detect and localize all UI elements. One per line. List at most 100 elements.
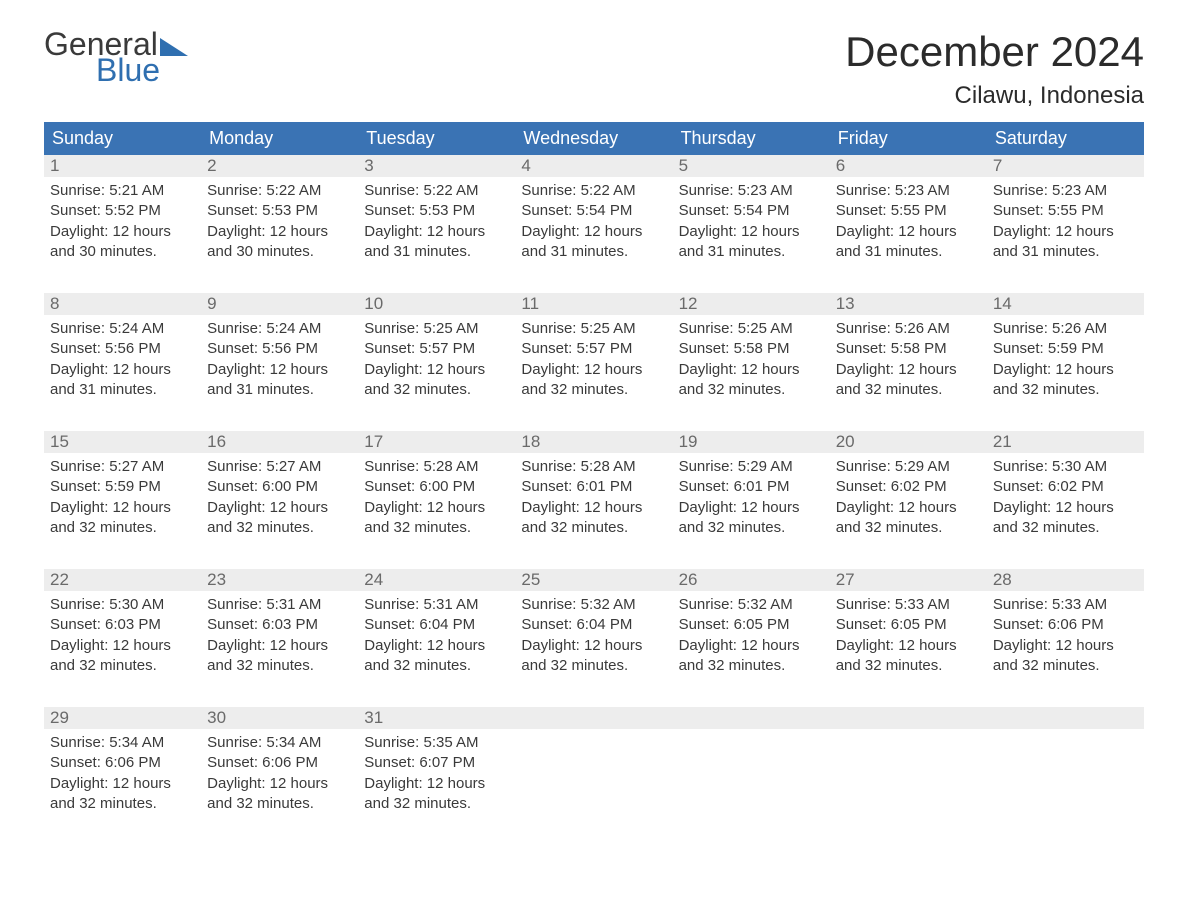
day-line-day1: Daylight: 12 hours: [836, 222, 981, 242]
day-cell: 8Sunrise: 5:24 AMSunset: 5:56 PMDaylight…: [44, 293, 201, 411]
day-line-day1: Daylight: 12 hours: [993, 360, 1138, 380]
day-line-sunrise: Sunrise: 5:26 AM: [836, 319, 981, 339]
day-line-sunset: Sunset: 6:05 PM: [679, 615, 824, 635]
day-cell: 12Sunrise: 5:25 AMSunset: 5:58 PMDayligh…: [673, 293, 830, 411]
day-line-day1: Daylight: 12 hours: [50, 498, 195, 518]
day-number: 2: [201, 155, 358, 177]
day-cell: 13Sunrise: 5:26 AMSunset: 5:58 PMDayligh…: [830, 293, 987, 411]
day-number: 13: [830, 293, 987, 315]
day-line-sunset: Sunset: 6:02 PM: [993, 477, 1138, 497]
day-line-sunrise: Sunrise: 5:24 AM: [207, 319, 352, 339]
day-line-day2: and 31 minutes.: [207, 380, 352, 400]
day-body: Sunrise: 5:23 AMSunset: 5:55 PMDaylight:…: [987, 177, 1144, 268]
day-line-sunrise: Sunrise: 5:28 AM: [364, 457, 509, 477]
day-number: 19: [673, 431, 830, 453]
day-body: Sunrise: 5:27 AMSunset: 6:00 PMDaylight:…: [201, 453, 358, 544]
day-line-sunrise: Sunrise: 5:30 AM: [50, 595, 195, 615]
day-cell: 25Sunrise: 5:32 AMSunset: 6:04 PMDayligh…: [515, 569, 672, 687]
week-row: 22 Sunrise: 5:30 AMSunset: 6:03 PM Dayligh…: [44, 569, 1144, 687]
day-line-sunset: Sunset: 6:03 PM: [50, 615, 195, 635]
day-line-day1: Daylight: 12 hours: [679, 636, 824, 656]
day-cell: 29Sunrise: 5:34 AMSunset: 6:06 PMDayligh…: [44, 707, 201, 825]
day-line-sunset: Sunset: 6:05 PM: [836, 615, 981, 635]
day-line-day2: and 30 minutes.: [207, 242, 352, 262]
day-line-sunrise: Sunrise: 5:28 AM: [521, 457, 666, 477]
day-number: [515, 707, 672, 729]
day-body: Sunrise: 5:32 AMSunset: 6:05 PMDaylight:…: [673, 591, 830, 682]
day-line-sunrise: Sunrise: 5:25 AM: [521, 319, 666, 339]
day-line-sunset: Sunset: 5:58 PM: [836, 339, 981, 359]
day-line-day2: and 30 minutes.: [50, 242, 195, 262]
day-body: Sunrise: 5:25 AMSunset: 5:57 PMDaylight:…: [515, 315, 672, 406]
day-number: 11: [515, 293, 672, 315]
day-line-sunset: Sunset: 6:04 PM: [364, 615, 509, 635]
day-number: 20: [830, 431, 987, 453]
day-line-sunrise: Sunrise: 5:33 AM: [836, 595, 981, 615]
day-line-sunrise: Sunrise: 5:23 AM: [993, 181, 1138, 201]
day-line-sunrise: Sunrise: 5:30 AM: [993, 457, 1138, 477]
day-header: Monday: [201, 122, 358, 155]
day-body: Sunrise: 5:31 AMSunset: 6:04 PMDaylight:…: [358, 591, 515, 682]
day-header: Tuesday: [358, 122, 515, 155]
day-header: Friday: [830, 122, 987, 155]
day-line-sunset: Sunset: 5:55 PM: [993, 201, 1138, 221]
day-number: 15: [44, 431, 201, 453]
day-line-sunset: Sunset: 6:06 PM: [50, 753, 195, 773]
day-line-day2: and 32 minutes.: [836, 656, 981, 676]
day-line-sunrise: Sunrise: 5:29 AM: [836, 457, 981, 477]
day-cell: 4Sunrise: 5:22 AMSunset: 5:54 PMDaylight…: [515, 155, 672, 273]
day-body: Sunrise: 5:21 AMSunset: 5:52 PMDaylight:…: [44, 177, 201, 268]
day-number: 9: [201, 293, 358, 315]
day-cell: 16Sunrise: 5:27 AMSunset: 6:00 PMDayligh…: [201, 431, 358, 549]
day-line-day1: Daylight: 12 hours: [521, 498, 666, 518]
day-body: Sunrise: 5:33 AMSunset: 6:06 PMDaylight:…: [987, 591, 1144, 682]
title-block: December 2024 Cilawu, Indonesia: [845, 28, 1144, 110]
day-cell: 18 Sunrise: 5:28 AMSunset: 6:01 PMDayligh…: [515, 431, 672, 549]
day-body: Sunrise: 5:22 AMSunset: 5:53 PMDaylight:…: [358, 177, 515, 268]
day-line-day2: and 32 minutes.: [679, 380, 824, 400]
day-line-sunset: Sunset: 6:06 PM: [207, 753, 352, 773]
day-line-day1: Daylight: 12 hours: [50, 360, 195, 380]
day-line-day2: and 31 minutes.: [993, 242, 1138, 262]
page-title: December 2024: [845, 28, 1144, 76]
day-line-sunset: Sunset: 6:04 PM: [521, 615, 666, 635]
day-body: Sunrise: 5:31 AMSunset: 6:03 PMDaylight:…: [201, 591, 358, 682]
calendar: SundayMondayTuesdayWednesdayThursdayFrid…: [44, 122, 1144, 825]
day-cell: 6Sunrise: 5:23 AMSunset: 5:55 PMDaylight…: [830, 155, 987, 273]
day-line-day2: and 32 minutes.: [521, 380, 666, 400]
day-number: 18: [515, 431, 672, 453]
day-cell: 2Sunrise: 5:22 AMSunset: 5:53 PMDaylight…: [201, 155, 358, 273]
day-line-sunrise: Sunrise: 5:24 AM: [50, 319, 195, 339]
day-number: 31: [358, 707, 515, 729]
day-number: 1: [44, 155, 201, 177]
day-line-day1: Daylight: 12 hours: [50, 774, 195, 794]
day-line-sunset: Sunset: 6:00 PM: [364, 477, 509, 497]
day-line-sunset: Sunset: 6:01 PM: [521, 477, 666, 497]
logo: General Blue: [44, 28, 196, 86]
day-line-day2: and 32 minutes.: [50, 656, 195, 676]
day-line-sunrise: Sunrise: 5:25 AM: [364, 319, 509, 339]
day-cell: 28Sunrise: 5:33 AMSunset: 6:06 PMDayligh…: [987, 569, 1144, 687]
day-number: 6: [830, 155, 987, 177]
day-line-day2: and 32 minutes.: [364, 380, 509, 400]
day-line-day1: Daylight: 12 hours: [679, 360, 824, 380]
day-line-day2: and 32 minutes.: [364, 656, 509, 676]
day-header: Thursday: [673, 122, 830, 155]
day-line-sunset: Sunset: 5:55 PM: [836, 201, 981, 221]
day-line-sunrise: Sunrise: 5:34 AM: [50, 733, 195, 753]
day-line-sunset: Sunset: 5:57 PM: [521, 339, 666, 359]
day-line-day1: Daylight: 12 hours: [364, 636, 509, 656]
day-number: 25: [515, 569, 672, 591]
week-row: 29Sunrise: 5:34 AMSunset: 6:06 PMDayligh…: [44, 707, 1144, 825]
day-number: [987, 707, 1144, 729]
week-row: 8Sunrise: 5:24 AMSunset: 5:56 PMDaylight…: [44, 293, 1144, 411]
day-line-day1: Daylight: 12 hours: [364, 498, 509, 518]
day-number: 22: [44, 569, 201, 591]
day-line-sunrise: Sunrise: 5:35 AM: [364, 733, 509, 753]
calendar-header-row: SundayMondayTuesdayWednesdayThursdayFrid…: [44, 122, 1144, 155]
day-line-sunrise: Sunrise: 5:32 AM: [679, 595, 824, 615]
day-line-day2: and 32 minutes.: [364, 794, 509, 814]
logo-word-blue: Blue: [96, 54, 160, 86]
day-cell: 24Sunrise: 5:31 AMSunset: 6:04 PMDayligh…: [358, 569, 515, 687]
day-line-day2: and 31 minutes.: [521, 242, 666, 262]
